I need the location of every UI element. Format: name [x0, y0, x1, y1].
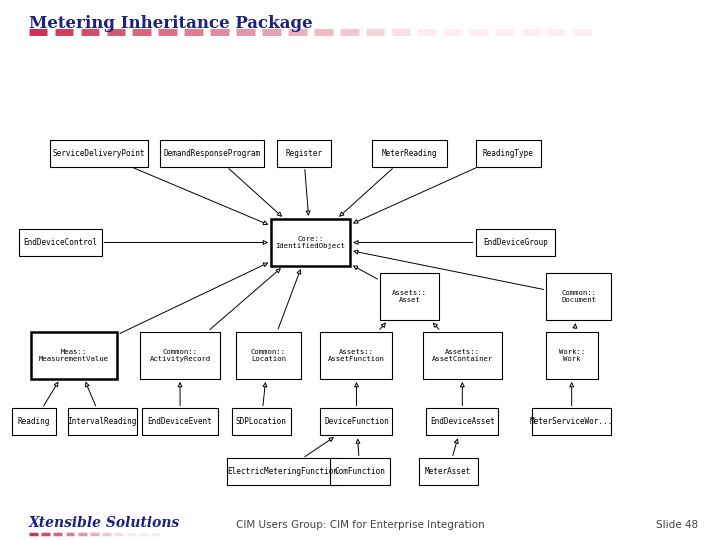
Text: Register: Register [285, 148, 322, 158]
FancyBboxPatch shape [276, 140, 330, 167]
FancyBboxPatch shape [419, 458, 478, 485]
Text: Meas::
MeasurementValue: Meas:: MeasurementValue [39, 349, 109, 362]
FancyBboxPatch shape [546, 332, 598, 379]
Text: EndDeviceGroup: EndDeviceGroup [483, 238, 548, 247]
FancyBboxPatch shape [320, 408, 392, 435]
Text: Common::
Location: Common:: Location [251, 349, 286, 362]
Text: DeviceFunction: DeviceFunction [324, 417, 389, 427]
Text: EndDeviceAsset: EndDeviceAsset [430, 417, 495, 427]
Text: ElectricMeteringFunction: ElectricMeteringFunction [227, 467, 338, 476]
FancyBboxPatch shape [143, 408, 218, 435]
FancyBboxPatch shape [232, 408, 291, 435]
FancyBboxPatch shape [31, 332, 117, 379]
FancyBboxPatch shape [50, 140, 148, 167]
Text: Xtensible Solutions: Xtensible Solutions [29, 516, 180, 530]
FancyBboxPatch shape [236, 332, 301, 379]
FancyBboxPatch shape [227, 458, 338, 485]
Text: Common::
Document: Common:: Document [561, 290, 596, 303]
FancyBboxPatch shape [423, 332, 502, 379]
Text: ComFunction: ComFunction [335, 467, 385, 476]
Text: SDPLocation: SDPLocation [235, 417, 287, 427]
Text: Reading: Reading [18, 417, 50, 427]
FancyBboxPatch shape [372, 140, 447, 167]
FancyBboxPatch shape [426, 408, 498, 435]
Text: IntervalReading: IntervalReading [68, 417, 137, 427]
Text: CIM Users Group: CIM for Enterprise Integration: CIM Users Group: CIM for Enterprise Inte… [235, 520, 485, 530]
Text: Assets::
AssetFunction: Assets:: AssetFunction [328, 349, 385, 362]
Text: Assets::
Asset: Assets:: Asset [392, 290, 427, 303]
Text: MeterServiceWor...: MeterServiceWor... [530, 417, 613, 427]
FancyBboxPatch shape [330, 458, 390, 485]
FancyBboxPatch shape [160, 140, 264, 167]
FancyBboxPatch shape [546, 273, 611, 320]
Text: Common::
ActivityRecord: Common:: ActivityRecord [150, 349, 211, 362]
Text: Assets::
AssetContainer: Assets:: AssetContainer [432, 349, 493, 362]
FancyBboxPatch shape [140, 332, 220, 379]
Text: ServiceDeliveryPoint: ServiceDeliveryPoint [53, 148, 145, 158]
Text: Slide 48: Slide 48 [656, 520, 698, 530]
Text: MeterAsset: MeterAsset [425, 467, 472, 476]
FancyBboxPatch shape [476, 229, 555, 256]
Text: EndDeviceControl: EndDeviceControl [23, 238, 97, 247]
FancyBboxPatch shape [12, 408, 55, 435]
FancyBboxPatch shape [68, 408, 137, 435]
Text: Metering Inheritance Package: Metering Inheritance Package [29, 15, 312, 32]
FancyBboxPatch shape [380, 273, 439, 320]
Text: ReadingType: ReadingType [482, 148, 534, 158]
FancyBboxPatch shape [271, 219, 350, 266]
FancyBboxPatch shape [476, 140, 541, 167]
Text: MeterReading: MeterReading [382, 148, 437, 158]
Text: DemandResponseProgram: DemandResponseProgram [163, 148, 261, 158]
FancyBboxPatch shape [532, 408, 611, 435]
FancyBboxPatch shape [19, 229, 102, 256]
Text: EndDeviceEvent: EndDeviceEvent [148, 417, 212, 427]
Text: Core::
IdentifiedObject: Core:: IdentifiedObject [276, 236, 346, 249]
FancyBboxPatch shape [320, 332, 392, 379]
Text: Work::
Work: Work:: Work [559, 349, 585, 362]
